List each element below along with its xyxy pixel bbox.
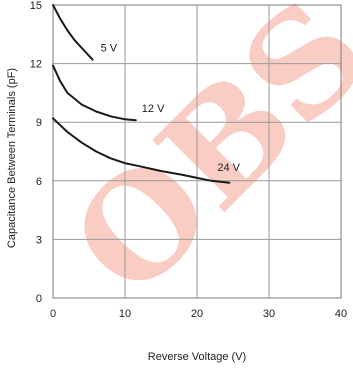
x-tick-label: 20 xyxy=(191,308,203,320)
x-tick-label: 30 xyxy=(263,308,275,320)
series-labels: 5 V 12 V 24 V xyxy=(101,43,241,174)
series-label: 24 V xyxy=(217,162,240,174)
series-line-5v xyxy=(52,4,94,61)
y-tick-label: 0 xyxy=(36,293,42,305)
series-line-24v xyxy=(52,117,231,184)
y-tick-label: 3 xyxy=(36,234,42,246)
y-tick-label: 15 xyxy=(30,0,42,12)
x-axis-title: Reverse Voltage (V) xyxy=(148,351,246,363)
y-tick-label: 6 xyxy=(36,176,42,188)
y-tick-label: 12 xyxy=(30,59,42,71)
x-tick-label: 10 xyxy=(119,308,131,320)
x-tick-labels: 0 10 20 30 40 xyxy=(50,308,347,320)
y-tick-labels: 0 3 6 9 12 15 xyxy=(30,0,42,305)
x-tick-label: 40 xyxy=(335,308,347,320)
plot-frame xyxy=(52,4,342,299)
series-line-12v xyxy=(52,64,137,122)
series-label: 5 V xyxy=(101,43,118,55)
series-lines xyxy=(52,4,231,184)
x-tick-label: 0 xyxy=(50,308,56,320)
y-axis-title: Capacitance Between Terminals (pF) xyxy=(6,68,18,248)
series-label: 12 V xyxy=(142,103,165,115)
y-tick-label: 9 xyxy=(36,117,42,129)
